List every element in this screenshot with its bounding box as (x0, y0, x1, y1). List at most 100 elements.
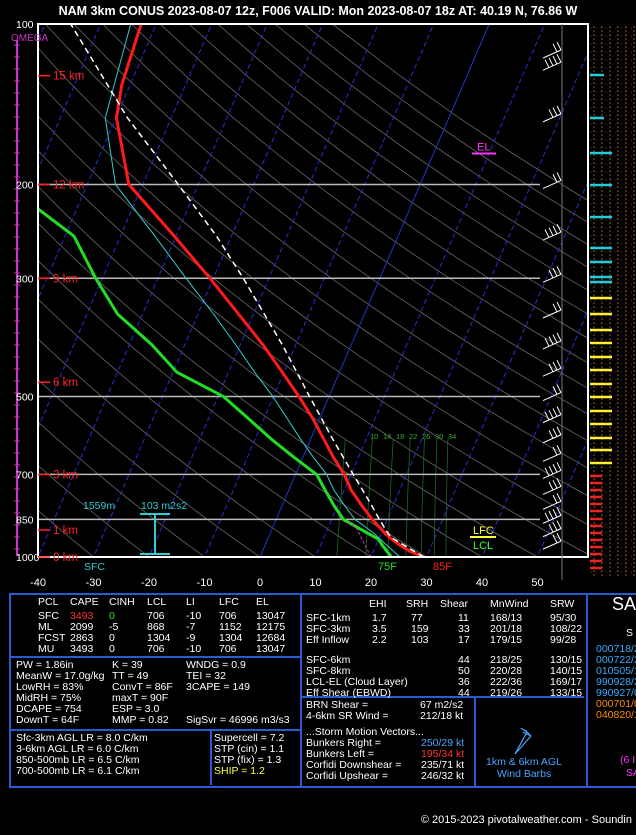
dry-adiabat (217, 24, 588, 291)
storm-value: 235/71 kt (421, 759, 465, 771)
wind-barb-flag (556, 532, 562, 542)
wind-barb-legend-icon (514, 728, 532, 755)
composite-index: STP (fix) = 1.3 (214, 754, 282, 766)
wind-barb-flag (552, 464, 558, 473)
storm-value: 250/29 kt (421, 737, 465, 749)
storm-value: 195/34 kt (421, 748, 465, 760)
sr-value: 212/18 kt (420, 710, 464, 722)
thermo-value: MeanW = 17.0g/kg (16, 670, 105, 682)
kinematic-cell: 77 (411, 612, 423, 624)
temp-tick-label: 20 (365, 577, 377, 589)
kinematic-cell: 103 (411, 634, 429, 646)
height-label: 9 km (53, 273, 78, 285)
pressure-label-300: 300 (16, 273, 34, 285)
wind-barb-flag (556, 384, 562, 393)
kinematic-row-label: SFC-8km (306, 665, 351, 677)
wind-barb (542, 231, 562, 241)
thermo-value: MMP = 0.82 (112, 714, 169, 726)
wind-barb-flag (552, 267, 558, 277)
dry-adiabat (38, 47, 588, 469)
barb-line (520, 728, 528, 733)
pressure-label-850: 850 (16, 514, 34, 526)
wind-barb-flag (548, 336, 554, 345)
wind-barb (542, 340, 562, 350)
mixing-label: 26 (422, 432, 430, 441)
wind-barb (542, 309, 562, 319)
parcel-cell: 706 (147, 643, 165, 655)
hodo-line: 010505/1 (596, 665, 636, 677)
wind-barb-flag (548, 481, 554, 491)
hodo-line: 000701/0 (596, 698, 636, 710)
dry-adiabat (73, 24, 588, 415)
wind-barb-flag (556, 266, 562, 275)
parcel-panel (9, 593, 304, 788)
kinematic-cell: 50 (458, 665, 470, 677)
wetbulb-line (104, 24, 401, 557)
temp-tick-label: 50 (531, 577, 543, 589)
wind-barb-flag (556, 359, 562, 369)
kinematic-row-label: Eff Shear (EBWD) (306, 687, 391, 699)
thermo-value: maxT = 90F (112, 692, 169, 704)
temp-tick-label: -10 (197, 577, 213, 589)
parcel-cell: 13047 (256, 610, 286, 622)
kinematic-cell: 169/17 (550, 676, 583, 688)
kinematic-row-label: SFC-3km (306, 623, 351, 635)
dry-adiabat (38, 379, 261, 557)
wind-barb-flag (552, 225, 558, 235)
kinematic-cell: 99/28 (550, 634, 577, 646)
parcel-cell: 0 (109, 643, 115, 655)
dry-adiabat (38, 464, 150, 557)
thermo-value: DCAPE = 754 (16, 703, 82, 715)
thermo-value: MidRH = 75% (16, 692, 82, 704)
kinematic-cell: 44 (458, 687, 470, 699)
storm-label: Bunkers Left = (306, 748, 374, 760)
divider (300, 595, 302, 786)
lcl-label: LCL (473, 540, 493, 552)
thermo-value: WNDG = 0.9 (186, 659, 246, 671)
parcel-cell: 3493 (70, 610, 94, 622)
parcel-cell: 13047 (256, 643, 286, 655)
isotherm-line (38, 24, 157, 301)
kinematic-header: SRW (550, 598, 575, 610)
wind-barb (542, 49, 562, 59)
mixing-ratio-line (405, 438, 411, 557)
thermo-value: DownT = 64F (16, 714, 80, 726)
plot-area (38, 24, 588, 557)
parcel-cell: 3493 (70, 643, 94, 655)
barb-line (514, 735, 532, 755)
pressure-label-1000: 1000 (16, 552, 40, 564)
pressure-label-200: 200 (16, 179, 34, 191)
height-label: 6 km (53, 377, 78, 389)
kinematic-cell: 17 (458, 634, 470, 646)
kinematic-cell: 44 (458, 654, 470, 666)
wind-barb-flag (548, 269, 554, 279)
composite-index: Supercell = 7.2 (214, 732, 285, 744)
parcel-cell: -10 (186, 643, 202, 655)
parcel-cell: 868 (147, 621, 165, 633)
wind-barb-flag (544, 229, 550, 238)
lapse-rate: 850-500mb LR = 6.5 C/km (16, 754, 140, 766)
composite-index: STP (cin) = 1.1 (214, 743, 285, 755)
wind-barb-flag (548, 465, 554, 475)
parcel-cell: 706 (219, 610, 237, 622)
dry-adiabat (38, 150, 588, 555)
helicity-value-label: 103 m2s2 (141, 500, 187, 512)
wind-barb-flag (544, 59, 550, 68)
footer-credit: © 2015-2023 pivotalweather.com - Soundin (420, 814, 632, 826)
wind-barb-flag (552, 446, 558, 456)
isotherm-line (92, 24, 324, 557)
temp-tick-label: 10 (309, 577, 321, 589)
isotherm-line (314, 24, 546, 557)
divider (302, 696, 584, 698)
wind-barb-flag (556, 41, 562, 51)
thermo-value: PW = 1.86in (16, 659, 74, 671)
wind-barb (542, 367, 562, 377)
dry-adiabat (38, 338, 317, 557)
wind-barb-flag (544, 467, 550, 477)
parcel-header: LI (186, 596, 195, 608)
lapse-rate: 700-500mb LR = 6.1 C/km (16, 765, 140, 777)
hodograph-panel (586, 593, 636, 788)
wind-barb-flag (548, 430, 554, 439)
barb-line (522, 731, 532, 737)
